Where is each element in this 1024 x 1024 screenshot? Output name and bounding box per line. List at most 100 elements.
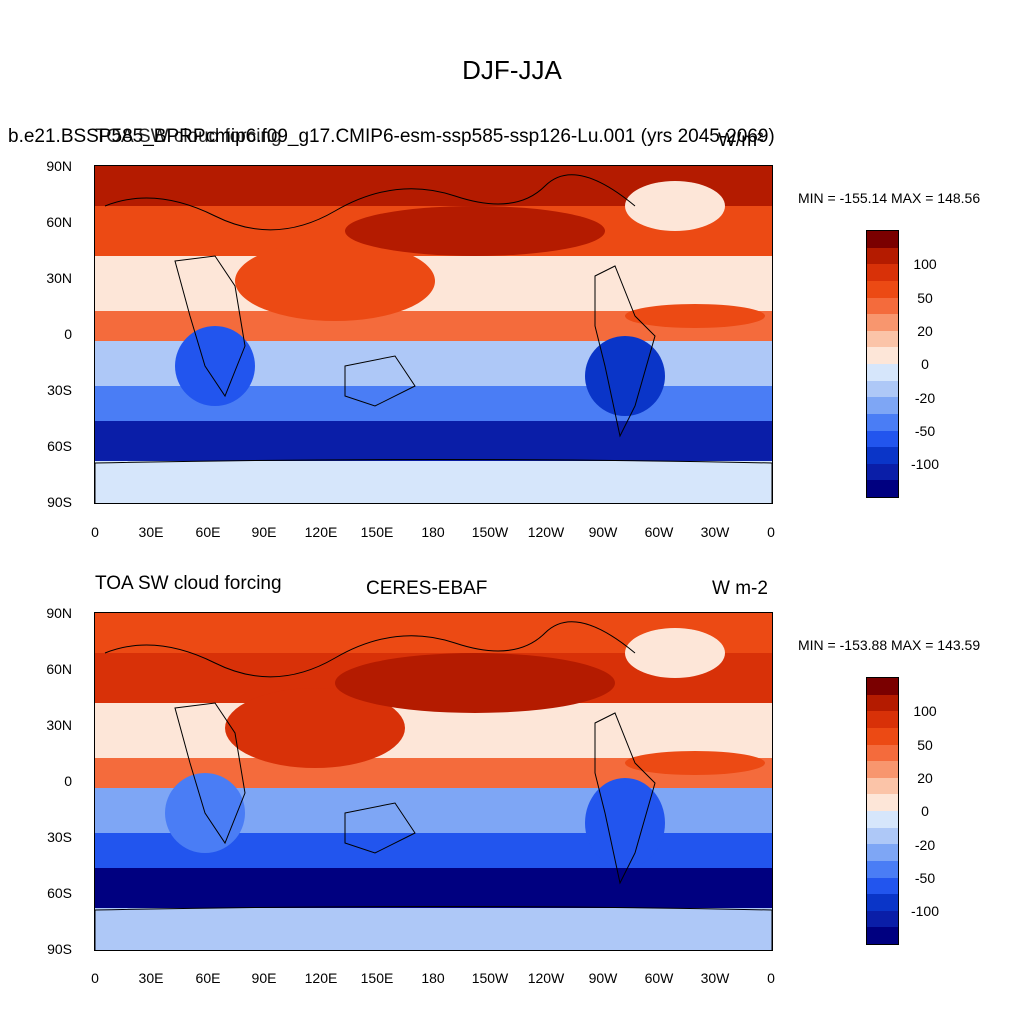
colorbar-segment [867,744,898,762]
panel2-lon-label: 150E [360,970,394,986]
colorbar-segment [867,844,898,861]
panel2-source-title: CERES-EBAF [366,578,488,599]
colorbar-segment [867,877,898,895]
panel2-colorbar-label: -20 [914,837,936,853]
colorbar-segment [867,927,898,944]
panel1-lon-label: 0 [91,524,99,540]
colorbar-segment [867,447,898,464]
panel2-lat-label: 90N [46,605,72,621]
panel2-colorbar-label: -50 [914,870,936,886]
colorbar-segment [867,247,898,265]
panel1-colorbar-label: -20 [914,390,936,406]
panel2-lon-label: 90E [251,970,277,986]
panel1-units: W/m² [718,130,764,151]
colorbar-segment [867,794,898,811]
panel1-lon-label: 60E [195,524,221,540]
panel1-colorbar-label: -100 [910,456,940,472]
panel1-case-title: b.e21.BSSP585_BPRPcmip6.f09_g17.CMIP6-es… [8,126,775,147]
panel2-lon-label: 30E [138,970,164,986]
panel1-colorbar-label: -50 [914,423,936,439]
colorbar-segment [867,264,898,281]
panel2-lat-label: 60S [47,885,72,901]
panel2-colorbar-label: 0 [921,803,929,819]
figure-title: DJF-JJA [462,55,562,85]
panel1-lon-label: 30W [700,524,730,540]
colorbar-segment [867,297,898,315]
panel2-colorbar-label: 20 [917,770,933,786]
panel2-units: W m-2 [712,578,768,599]
panel1-colorbar-label: 20 [917,323,933,339]
colorbar-segment [867,463,898,481]
panel2-lon-label: 120E [304,970,338,986]
colorbar-segment [867,811,898,828]
panel1-min-max: MIN = -155.14 MAX = 148.56 [798,190,981,206]
colorbar-segment [867,827,898,845]
panel2-map [94,612,773,951]
colorbar-segment [867,761,898,778]
panel2-lon-label: 180 [421,970,445,986]
panel2-lon-label: 60E [195,970,221,986]
panel1-lat-label: 30S [47,382,72,398]
panel2-colorbar-label: 100 [913,703,937,719]
panel2-lon-label: 0 [767,970,775,986]
colorbar-segment [867,314,898,331]
panel1-colorbar-label: 100 [913,256,937,272]
panel1-map-field [95,166,772,503]
colorbar-segment [867,430,898,448]
colorbar-segment [867,860,898,878]
panel1-variable-title: TOA SW cloud forcing [95,126,282,147]
panel2-lat-label: 60N [46,661,72,677]
panel1-lat-label: 90S [47,494,72,510]
colorbar-segment [867,364,898,381]
panel1-lat-label: 60N [46,214,72,230]
panel2-colorbar-label: 50 [917,737,933,753]
panel2-lat-label: 90S [47,941,72,957]
colorbar-segment [867,397,898,414]
panel2-lon-label: 60W [644,970,674,986]
panel2-map-field [95,613,772,950]
colorbar-segment [867,330,898,348]
colorbar-segment [867,480,898,497]
panel2-lon-label: 0 [91,970,99,986]
panel2-lon-label: 150W [471,970,509,986]
panel1-colorbar [866,230,899,498]
colorbar-segment [867,894,898,911]
panel1-lon-label: 90W [588,524,618,540]
colorbar-segment [867,694,898,712]
colorbar-segment [867,380,898,398]
colorbar-segment [867,777,898,795]
panel2-colorbar-label: -100 [910,903,940,919]
panel1-map [94,165,773,504]
panel1-lat-label: 30N [46,270,72,286]
panel2-variable-title: TOA SW cloud forcing [95,573,282,594]
panel1-lon-label: 120W [527,524,565,540]
panel2-min-max: MIN = -153.88 MAX = 143.59 [798,637,981,653]
colorbar-segment [867,678,898,695]
panel2-lon-label: 30W [700,970,730,986]
panel1-lon-label: 0 [767,524,775,540]
panel1-lat-label: 0 [64,326,72,342]
panel1-lon-label: 150W [471,524,509,540]
panel1-lon-label: 150E [360,524,394,540]
colorbar-segment [867,910,898,928]
panel2-lon-label: 90W [588,970,618,986]
panel2-lat-label: 0 [64,773,72,789]
colorbar-segment [867,280,898,298]
panel1-lat-label: 90N [46,158,72,174]
panel2-lon-label: 120W [527,970,565,986]
panel1-lon-label: 90E [251,524,277,540]
panel1-lon-label: 180 [421,524,445,540]
panel2-lat-label: 30N [46,717,72,733]
colorbar-segment [867,347,898,364]
panel1-lon-label: 60W [644,524,674,540]
colorbar-segment [867,231,898,248]
panel1-lat-label: 60S [47,438,72,454]
panel2-lat-label: 30S [47,829,72,845]
colorbar-segment [867,711,898,728]
colorbar-segment [867,413,898,431]
panel1-colorbar-label: 0 [921,356,929,372]
colorbar-segment [867,727,898,745]
panel1-colorbar-label: 50 [917,290,933,306]
panel1-lon-label: 30E [138,524,164,540]
panel1-lon-label: 120E [304,524,338,540]
